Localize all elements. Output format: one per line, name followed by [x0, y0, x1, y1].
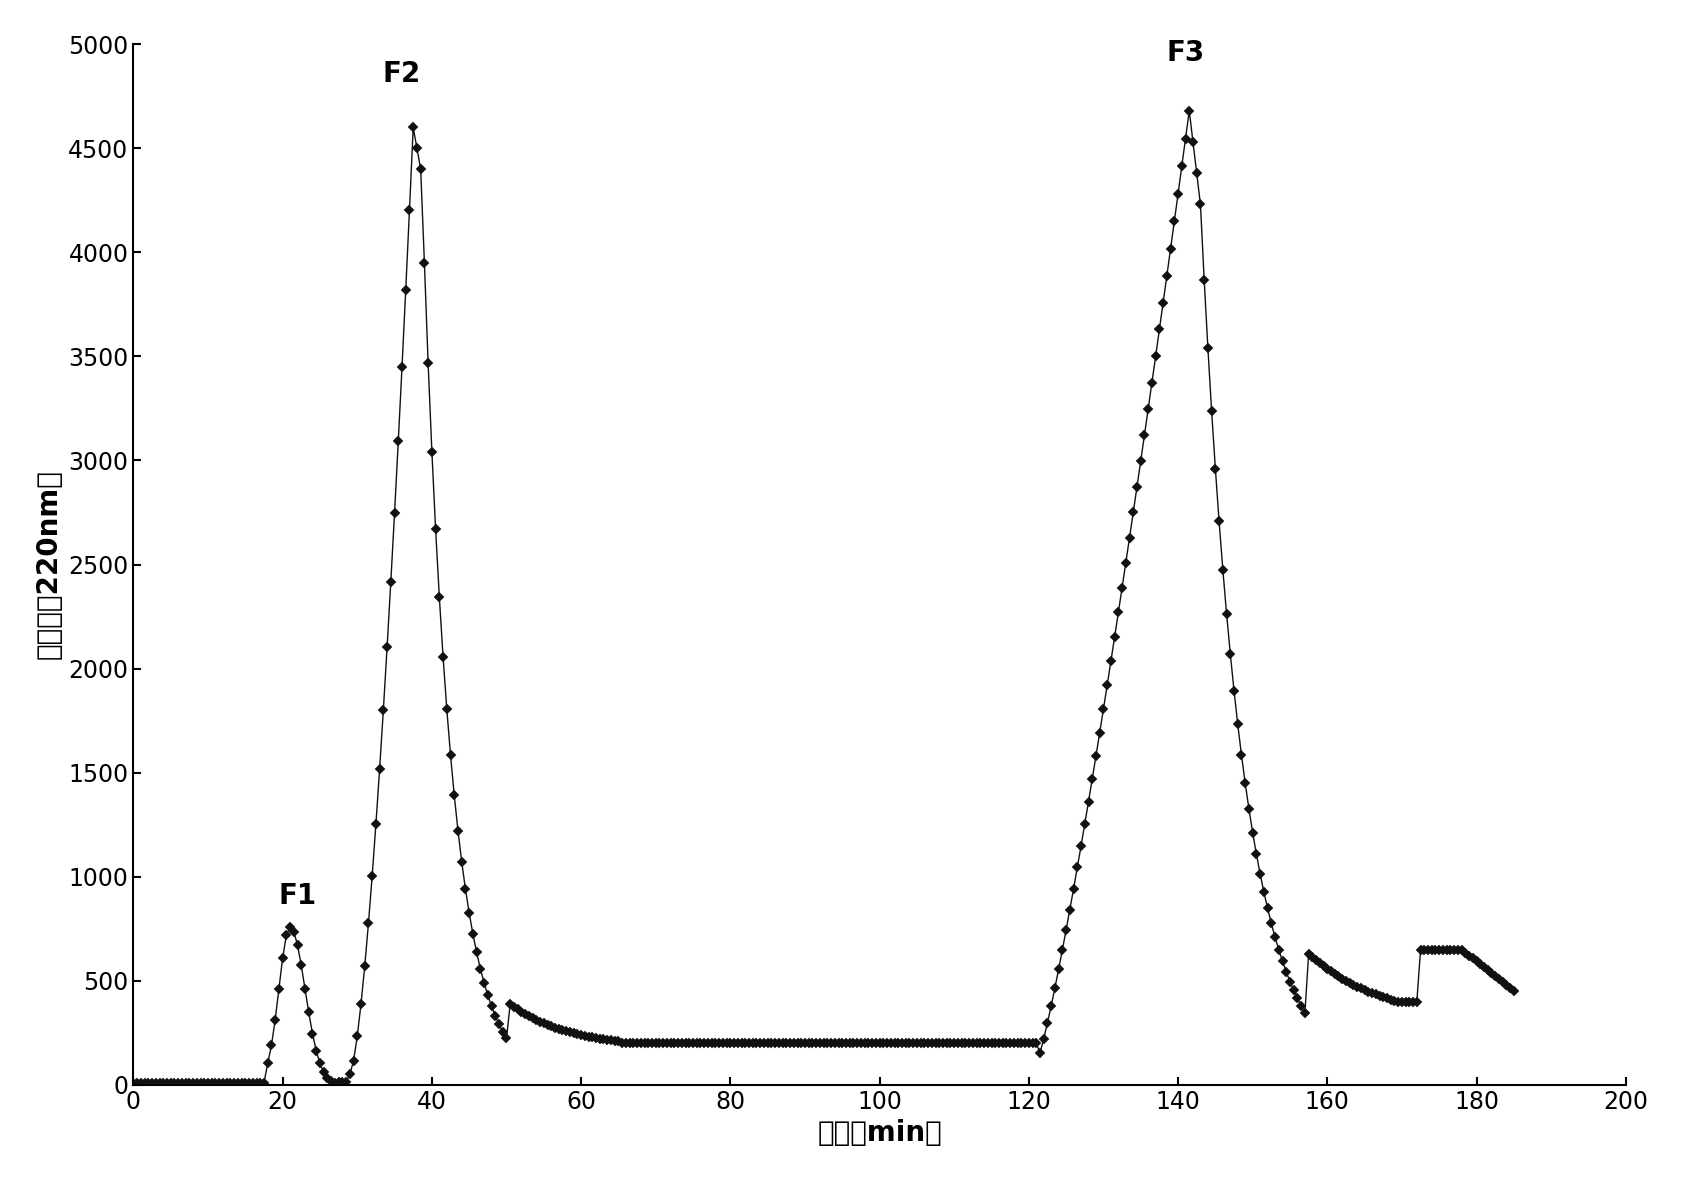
X-axis label: 时间（min）: 时间（min） — [817, 1119, 942, 1148]
Text: F1: F1 — [278, 882, 316, 910]
Text: F3: F3 — [1166, 39, 1204, 67]
Y-axis label: 吸光値（220nm）: 吸光値（220nm） — [35, 469, 62, 660]
Text: F2: F2 — [383, 59, 420, 87]
